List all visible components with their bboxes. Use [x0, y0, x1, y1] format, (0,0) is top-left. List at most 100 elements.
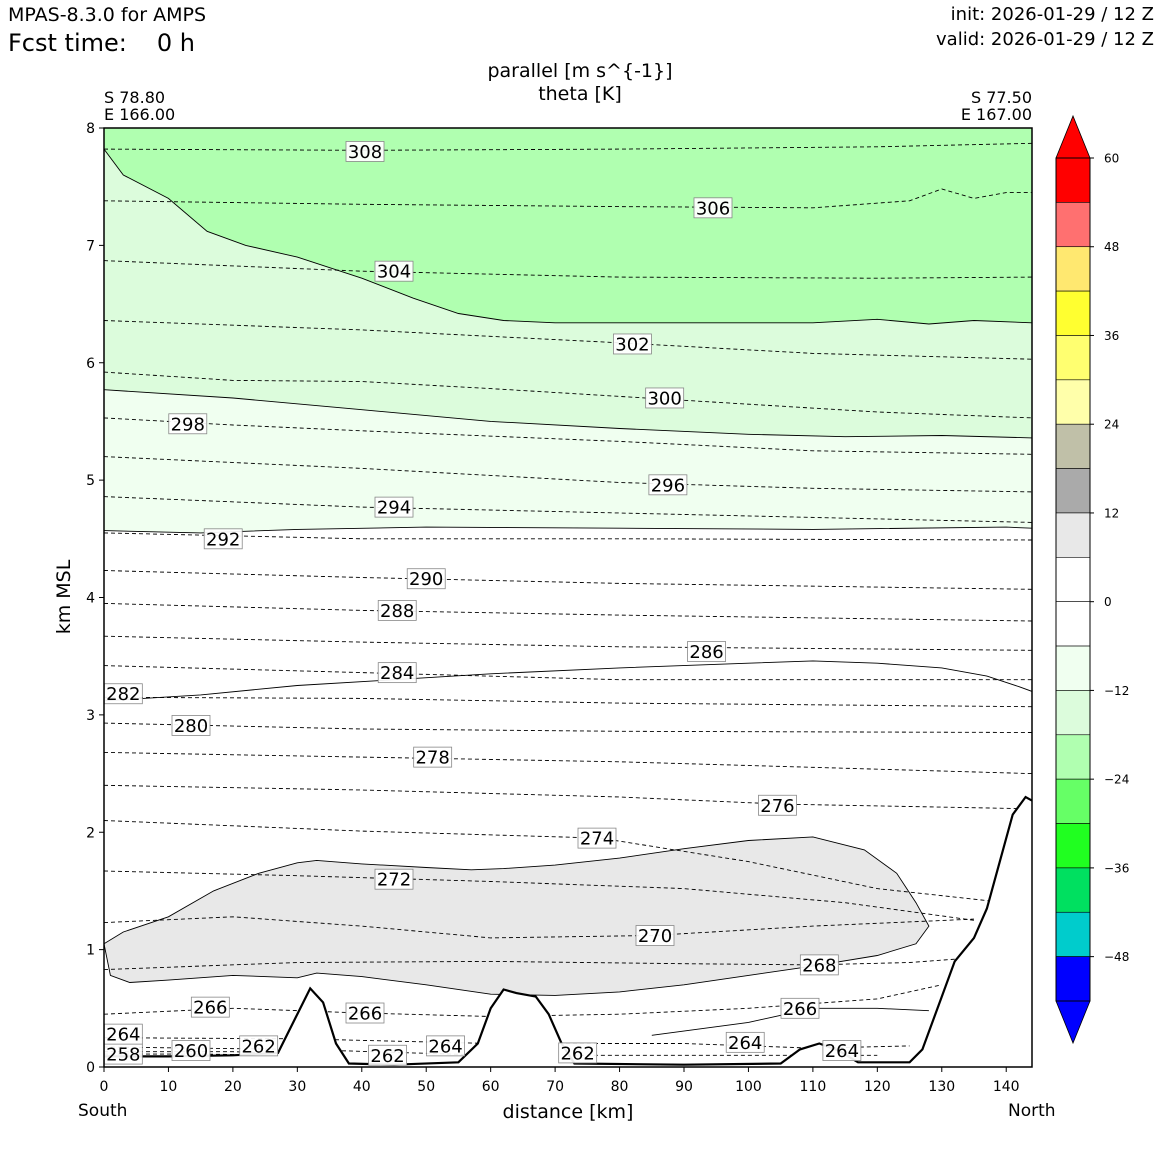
velocity-contour--18 [104, 389, 1032, 439]
theta-contour-282 [104, 696, 1032, 708]
theta-label-308: 308 [345, 141, 385, 163]
colorbar-level-30 [1055, 335, 1091, 381]
theta-label-258: 258 [103, 1043, 143, 1066]
svg-text:302: 302 [615, 334, 649, 355]
forecast-time-label: Fcst time: [8, 29, 127, 57]
svg-text:24: 24 [1104, 418, 1119, 432]
svg-text:1: 1 [86, 943, 95, 959]
theta-contour-302 [104, 320, 1032, 360]
y-tick-7: 7 [86, 238, 104, 254]
colorbar-under-arrow [1055, 1000, 1091, 1045]
svg-text:20: 20 [224, 1079, 242, 1095]
svg-text:306: 306 [696, 198, 730, 219]
colorbar-level--24 [1055, 734, 1091, 780]
svg-text:260: 260 [174, 1041, 208, 1062]
x-axis: 0 10 20 30 40 50 60 70 80 90 100 110 120 130 140 [100, 1067, 1020, 1095]
theta-contour-288 [104, 602, 1032, 622]
colorbar-level-12 [1055, 468, 1091, 514]
theta-contour-292 [104, 532, 1032, 541]
svg-text:296: 296 [651, 475, 685, 496]
colorbar-tick-0: 0 [1090, 595, 1112, 609]
theta-contour-266 [104, 984, 942, 1017]
x-axis-label: distance [km] [503, 1101, 634, 1123]
theta-label-296: 296 [648, 474, 688, 496]
colorbar-level--36 [1055, 823, 1091, 869]
colorbar: 60 48 36 24 12 0 −12 −24 −36 −48 [1055, 114, 1129, 1045]
x-tick-30: 30 [288, 1067, 306, 1095]
x-tick-60: 60 [482, 1067, 500, 1095]
theta-contour-274 [104, 820, 1007, 904]
forecast-time-value: 0 h [156, 29, 195, 57]
x-tick-40: 40 [353, 1067, 371, 1095]
theta-label-262: 262 [239, 1035, 279, 1057]
svg-text:100: 100 [735, 1079, 762, 1095]
contour-gray-jet-core [104, 836, 930, 996]
theta-label-layer: 308 306 304 302 300 298 296 294 292 290 288 286 284 2… [103, 141, 862, 1067]
chart-title-primary: parallel [m s^{-1}] [487, 60, 673, 82]
x-tick-90: 90 [675, 1067, 693, 1095]
theta-label-264: 264 [725, 1031, 765, 1054]
theta-contour-286 [104, 635, 1032, 651]
colorbar-level-48 [1055, 202, 1091, 248]
svg-text:5: 5 [86, 473, 95, 489]
theta-label-284: 284 [377, 662, 417, 684]
theta-contour-284 [104, 665, 1032, 681]
x-tick-110: 110 [800, 1067, 826, 1095]
svg-text:0: 0 [1104, 595, 1112, 609]
y-axis: 0 1 2 3 4 5 6 7 8 [86, 121, 104, 1076]
colorbar-tick-60: 60 [1090, 152, 1119, 166]
theta-contour-306 [104, 188, 1032, 209]
theta-label-304: 304 [374, 260, 414, 283]
colorbar-level-54 [1055, 157, 1091, 203]
svg-text:6: 6 [86, 356, 95, 372]
chart-title-secondary: theta [K] [538, 83, 622, 105]
theta-label-274: 274 [577, 827, 617, 850]
svg-text:262: 262 [370, 1046, 404, 1067]
colorbar-tick--48: −48 [1090, 950, 1129, 964]
colorbar-frame [1055, 157, 1091, 1002]
theta-label-276: 276 [758, 794, 797, 817]
colorbar-level-0 [1055, 557, 1091, 602]
colorbar-level-6 [1055, 512, 1091, 558]
svg-text:−48: −48 [1104, 950, 1129, 964]
svg-text:304: 304 [377, 262, 411, 283]
colorbar-tick-36: 36 [1090, 329, 1119, 343]
fill-green-band-middle [104, 149, 1032, 438]
valid-time: valid: 2026-01-29 / 12 Z [936, 29, 1154, 50]
svg-text:8: 8 [86, 121, 95, 137]
theta-contour-278 [104, 751, 1032, 775]
svg-text:274: 274 [580, 829, 614, 850]
colorbar-level--12 [1055, 645, 1091, 691]
svg-text:272: 272 [377, 870, 411, 891]
theta-contour-270 [104, 916, 975, 939]
svg-text:4: 4 [86, 591, 95, 607]
y-tick-1: 1 [86, 943, 104, 959]
x-tick-130: 130 [928, 1067, 955, 1095]
x-tick-70: 70 [546, 1067, 564, 1095]
colorbar-tick-24: 24 [1090, 418, 1119, 432]
colorbar-level--30 [1055, 778, 1091, 824]
theta-contour-272 [104, 870, 975, 921]
colorbar-level-36 [1055, 290, 1091, 336]
theta-label-288: 288 [377, 600, 417, 622]
y-tick-5: 5 [86, 473, 104, 489]
svg-text:70: 70 [546, 1079, 564, 1095]
theta-contour-276 [104, 784, 1032, 810]
colorbar-level--48 [1055, 911, 1091, 957]
theta-contour-298 [104, 417, 1032, 455]
x-tick-80: 80 [611, 1067, 628, 1095]
theta-label-260: 260 [171, 1040, 211, 1062]
svg-text:262: 262 [560, 1043, 594, 1064]
x-tick-140: 140 [993, 1067, 1020, 1095]
fill-green-band-lower [104, 389, 1032, 533]
svg-text:90: 90 [675, 1079, 693, 1095]
model-name: MPAS-8.3.0 for AMPS [8, 4, 207, 26]
svg-text:30: 30 [288, 1079, 306, 1095]
theta-label-298: 298 [168, 413, 208, 435]
theta-contour-260 [104, 1051, 330, 1056]
x-tick-50: 50 [417, 1067, 435, 1095]
svg-text:36: 36 [1104, 329, 1119, 343]
theta-label-266: 266 [190, 996, 230, 1019]
y-axis-label: km MSL [53, 559, 75, 634]
svg-text:48: 48 [1104, 240, 1119, 254]
